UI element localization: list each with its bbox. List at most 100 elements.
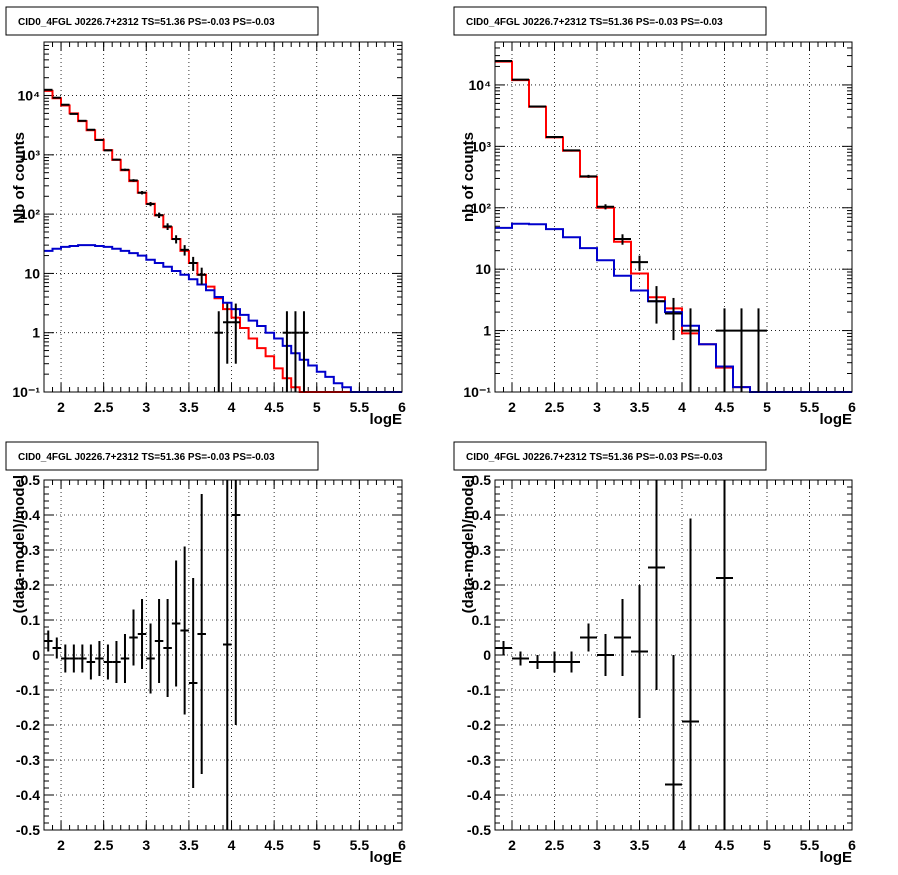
x-tick-label: 3 (593, 837, 601, 853)
y-tick-label: 0 (32, 647, 40, 663)
y-axis-label: (data-model)/model (11, 475, 28, 613)
data-point (546, 135, 563, 138)
data-point (120, 168, 130, 171)
x-tick-label: 6 (848, 837, 856, 853)
y-tick-label: 10⁻¹ (12, 384, 40, 400)
x-tick-label: 2.5 (545, 399, 565, 415)
x-tick-label: 3.5 (630, 399, 650, 415)
data-point (52, 637, 62, 659)
x-tick-label: 3 (142, 837, 150, 853)
data-point (631, 255, 648, 271)
data-point (223, 480, 232, 830)
x-tick-label: 2 (57, 837, 65, 853)
x-tick-label: 2.5 (94, 399, 114, 415)
y-tick-label: 10⁴ (469, 77, 492, 93)
data-point (78, 644, 87, 673)
data-point (137, 191, 147, 195)
y-tick-label: 0.3 (21, 542, 41, 558)
y-tick-label: 0.1 (21, 612, 41, 628)
x-tick-label: 4.5 (715, 837, 735, 853)
data-point (716, 480, 733, 830)
data-point (95, 641, 104, 676)
y-tick-label: 10 (475, 261, 491, 277)
data-point (129, 179, 138, 182)
title-box (5, 441, 319, 471)
x-tick-label: 6 (398, 399, 406, 415)
data-point (529, 105, 546, 108)
data-point (86, 128, 96, 131)
plot-frame (43, 41, 403, 393)
y-axis-label: nb of counts (460, 132, 477, 222)
data-point (120, 634, 130, 683)
data-point (648, 480, 665, 690)
chart-title: CID0_4FGL J0226.7+2312 TS=51.36 PS=-0.03… (466, 452, 723, 463)
y-tick-label: 10 (24, 265, 40, 281)
y-tick-label: -0.2 (16, 717, 40, 733)
x-tick-label: 3 (593, 399, 601, 415)
data-point (146, 202, 155, 207)
data-point (61, 644, 70, 673)
data-point (154, 212, 164, 219)
y-tick-label: -0.3 (467, 752, 491, 768)
chart-panel-4: CID0_4FGL J0226.7+2312 TS=51.36 PS=-0.03… (453, 441, 856, 866)
y-tick-label: 1 (483, 323, 491, 339)
data-point (231, 480, 241, 725)
data-point (180, 546, 189, 715)
x-tick-label: 5 (763, 837, 771, 853)
x-tick-label: 4 (228, 837, 236, 853)
y-tick-label: 0.3 (472, 542, 492, 558)
plot-frame (494, 41, 853, 393)
y-tick-label: 10³ (471, 138, 492, 154)
x-tick-label: 4.5 (264, 399, 284, 415)
data-point (137, 599, 147, 669)
plot-frame (494, 479, 853, 831)
data-point (154, 599, 164, 683)
data-point (529, 655, 546, 669)
y-tick-label: 10⁴ (18, 88, 41, 104)
x-axis-label: logE (820, 849, 853, 866)
data-point (112, 641, 121, 683)
data-point (733, 308, 750, 392)
x-tick-label: 4.5 (264, 837, 284, 853)
data-point (282, 311, 292, 392)
data-point (512, 651, 529, 666)
x-tick-label: 6 (398, 837, 406, 853)
y-tick-label: -0.1 (16, 682, 40, 698)
data-point (180, 245, 189, 256)
data-point (95, 138, 104, 141)
y-tick-label: 0.5 (21, 472, 41, 488)
x-tick-label: 4 (228, 399, 236, 415)
data-point (546, 651, 563, 673)
x-tick-label: 4.5 (715, 399, 735, 415)
data-point (44, 630, 53, 652)
chart-title: CID0_4FGL J0226.7+2312 TS=51.36 PS=-0.03… (18, 452, 275, 463)
y-tick-label: 10² (20, 206, 41, 222)
title-box (453, 441, 767, 471)
y-tick-label: 0.2 (472, 577, 492, 593)
plot-frame (43, 479, 403, 831)
chart-title: CID0_4FGL J0226.7+2312 TS=51.36 PS=-0.03… (18, 17, 275, 28)
y-tick-label: 10² (471, 200, 492, 216)
y-tick-label: 0.5 (472, 472, 492, 488)
x-tick-label: 3 (142, 399, 150, 415)
data-point (750, 308, 767, 392)
x-tick-label: 5 (313, 399, 321, 415)
y-tick-label: 0.4 (21, 507, 41, 523)
y-tick-label: 10⁻¹ (463, 384, 491, 400)
x-tick-label: 5.5 (350, 837, 370, 853)
x-tick-label: 5.5 (800, 837, 820, 853)
data-point (171, 235, 181, 244)
model-source-line (44, 244, 402, 393)
model-total-line (495, 60, 852, 393)
x-tick-label: 5.5 (800, 399, 820, 415)
x-tick-label: 3.5 (179, 399, 199, 415)
x-tick-label: 4 (678, 837, 686, 853)
y-tick-label: -0.5 (16, 822, 40, 838)
data-point (69, 112, 79, 115)
y-tick-label: 0 (483, 647, 491, 663)
x-axis-label: logE (370, 411, 403, 428)
data-point (682, 518, 699, 830)
y-tick-label: 0.2 (21, 577, 41, 593)
x-tick-label: 5.5 (350, 399, 370, 415)
